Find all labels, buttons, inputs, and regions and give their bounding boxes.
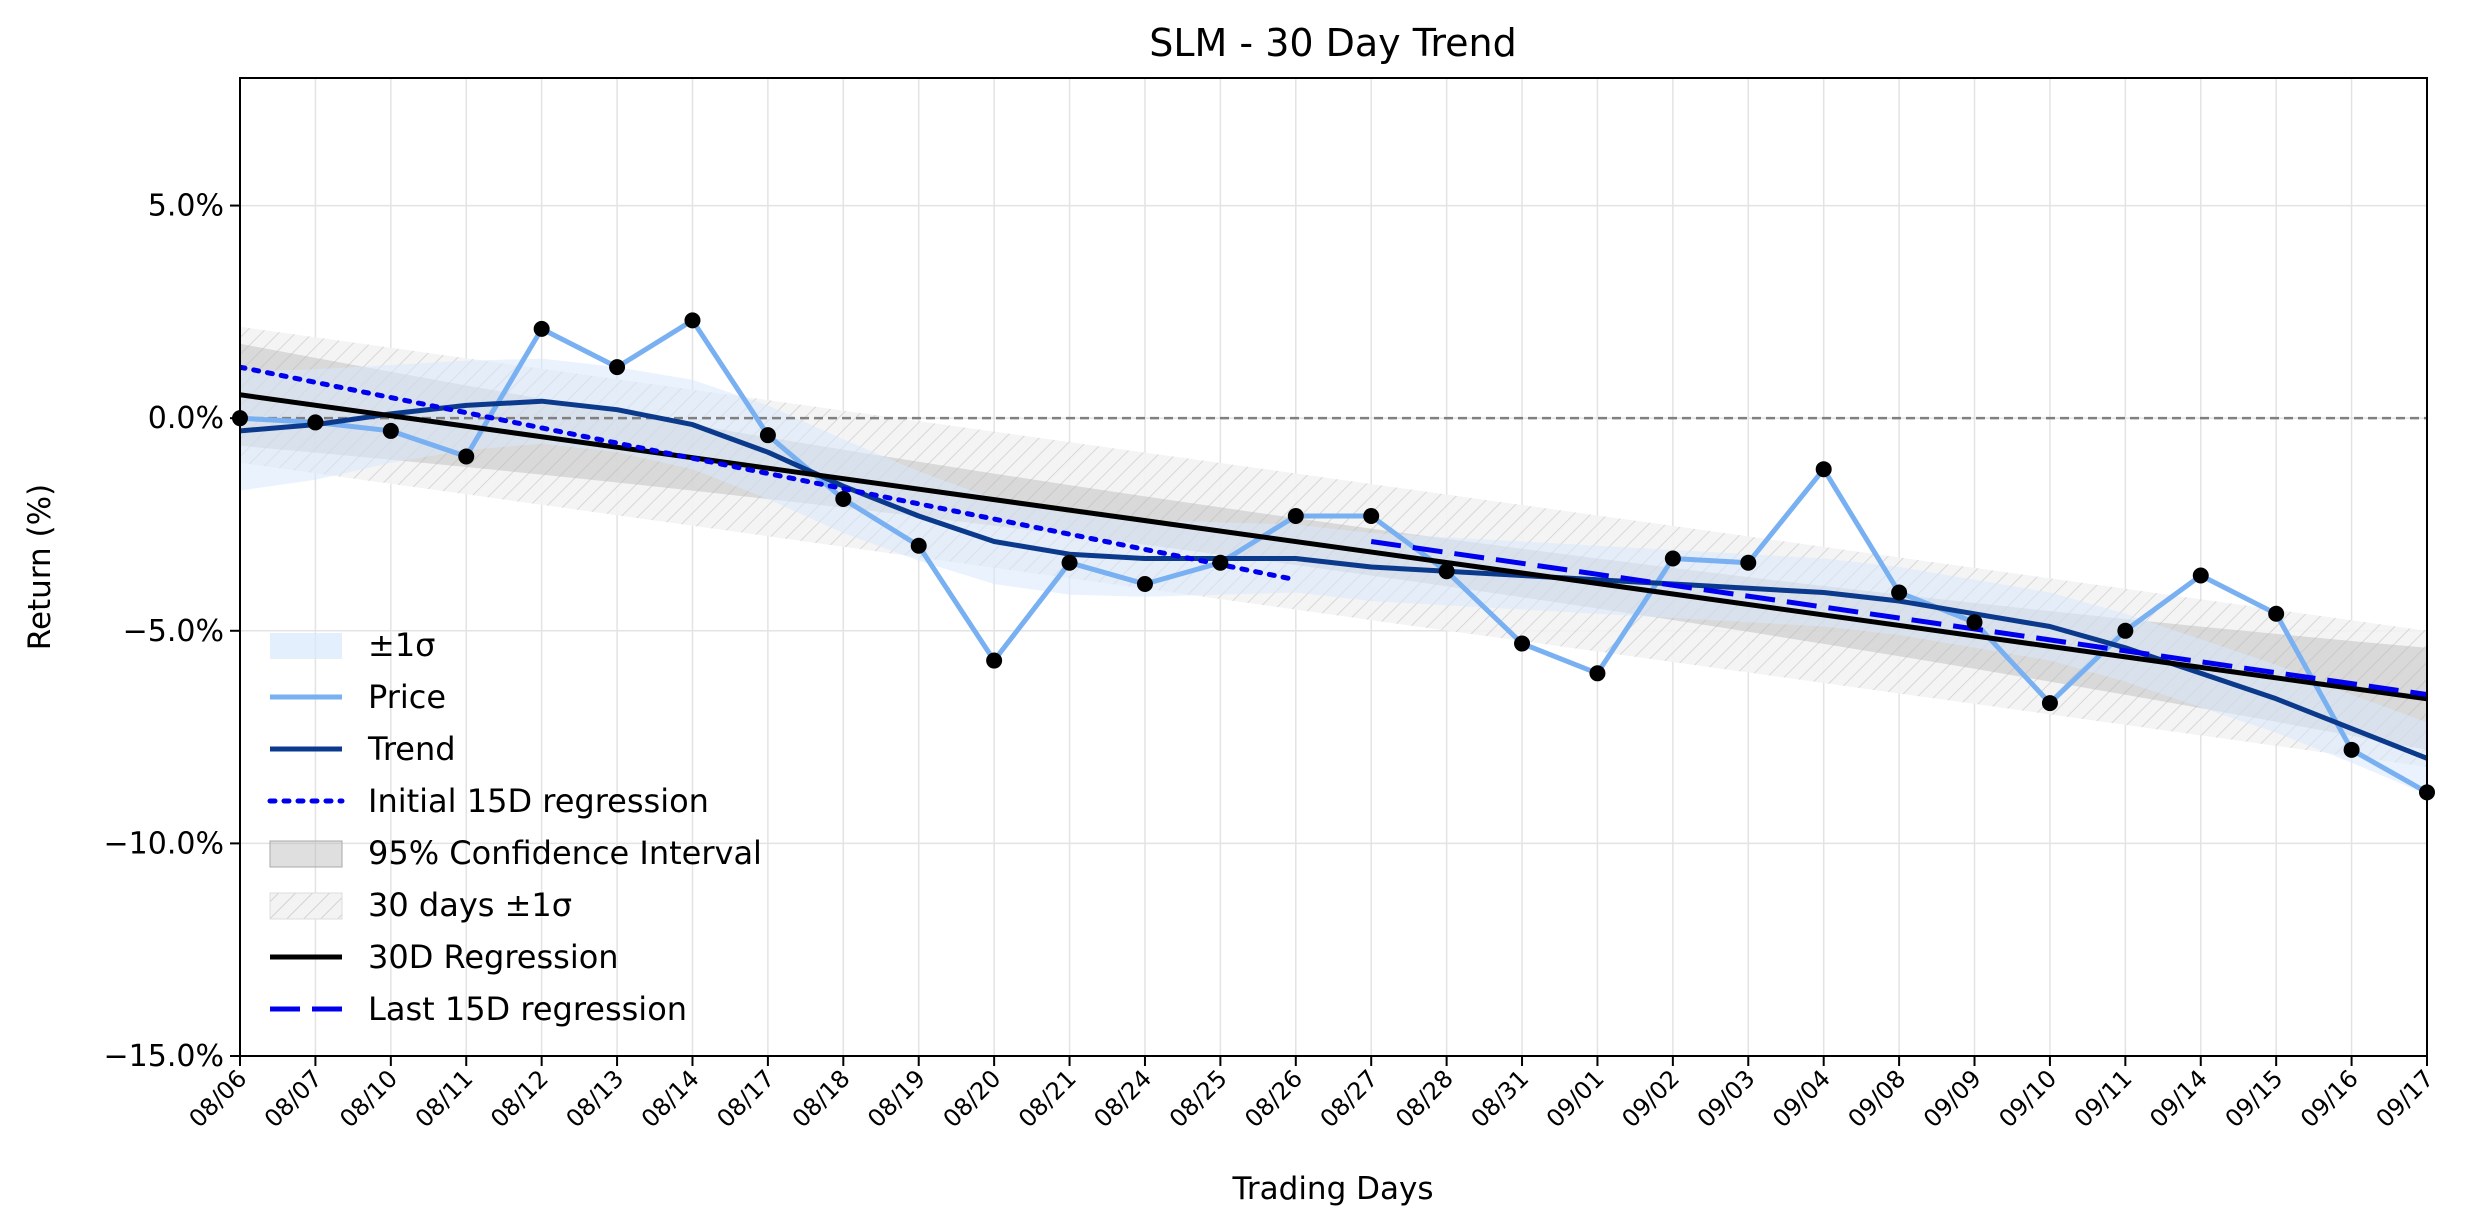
legend-swatch-30days xyxy=(269,892,343,920)
chart-title: SLM - 30 Day Trend xyxy=(1149,21,1517,65)
x-tick-label: 08/18 xyxy=(787,1064,856,1133)
price-point xyxy=(684,312,701,329)
series-initial-15d-regression xyxy=(240,364,1299,583)
x-tick-label: 08/10 xyxy=(334,1064,403,1133)
x-tick-label: 08/17 xyxy=(711,1064,780,1133)
price-point xyxy=(1212,554,1229,571)
price-point xyxy=(986,652,1003,669)
price-point xyxy=(1136,576,1153,593)
legend-item: Initial 15D regression xyxy=(267,782,709,820)
x-tick-label: 09/14 xyxy=(2144,1064,2213,1133)
price-point xyxy=(458,448,475,465)
legend-item: 95% Confidence Interval xyxy=(269,834,762,872)
price-point xyxy=(1664,550,1681,567)
series-price-line xyxy=(240,317,2427,795)
legend-item: 30 days ±1σ xyxy=(269,886,572,924)
x-tick-label: 08/13 xyxy=(561,1064,630,1133)
price-point xyxy=(1514,635,1531,652)
x-tick-label: 08/31 xyxy=(1466,1064,1535,1133)
x-tick-label: 08/24 xyxy=(1088,1064,1157,1133)
price-point xyxy=(759,427,776,444)
price-point xyxy=(1438,563,1455,580)
x-tick-label: 08/11 xyxy=(410,1064,479,1133)
band-sigma xyxy=(240,358,2427,795)
x-tick-label: 09/10 xyxy=(1993,1064,2062,1133)
price-point xyxy=(2117,622,2134,639)
legend-swatch-ci xyxy=(269,840,343,868)
x-tick-label: 08/21 xyxy=(1013,1064,1082,1133)
x-tick-label: 09/17 xyxy=(2371,1064,2440,1133)
x-tick-label: 08/19 xyxy=(862,1064,931,1133)
price-point xyxy=(835,490,852,507)
legend-label: Initial 15D regression xyxy=(368,782,709,820)
series-last-15d-regression xyxy=(1370,539,2427,698)
x-tick-label: 08/25 xyxy=(1164,1064,1233,1133)
legend-label: Price xyxy=(368,678,446,716)
x-tick-label: 09/16 xyxy=(2295,1064,2364,1133)
legend-item: ±1σ xyxy=(270,626,435,664)
legend-label: Last 15D regression xyxy=(368,990,687,1028)
y-axis-label: Return (%) xyxy=(22,484,58,650)
price-point xyxy=(1363,507,1380,524)
data-points xyxy=(232,312,2435,801)
x-tick-label: 09/11 xyxy=(2069,1064,2138,1133)
x-tick-label: 09/04 xyxy=(1767,1064,1836,1133)
x-tick-label: 09/03 xyxy=(1692,1064,1761,1133)
x-tick-label: 08/12 xyxy=(485,1064,554,1133)
price-point xyxy=(1966,614,1983,631)
price-point xyxy=(2041,695,2058,712)
legend-label: 30D Regression xyxy=(368,938,619,976)
x-tick-label: 08/14 xyxy=(636,1064,705,1133)
x-tick-label: 08/28 xyxy=(1390,1064,1459,1133)
price-point xyxy=(2343,741,2360,758)
price-point xyxy=(1815,461,1832,478)
x-axis: 08/06 08/07 08/10 08/11 08/12 08/13 08/14 08/17… xyxy=(184,1056,2440,1133)
price-point xyxy=(1061,554,1078,571)
x-tick-label: 09/09 xyxy=(1918,1064,1987,1133)
legend-item: 30D Regression xyxy=(270,938,619,976)
legend-label: 30 days ±1σ xyxy=(368,886,572,924)
price-point xyxy=(1891,584,1908,601)
y-tick-label: −10.0% xyxy=(104,826,224,861)
price-point xyxy=(2268,605,2285,622)
y-tick-label: −5.0% xyxy=(123,614,224,649)
x-tick-label: 09/02 xyxy=(1616,1064,1685,1133)
x-tick-label: 09/15 xyxy=(2220,1064,2289,1133)
price-point xyxy=(1589,665,1606,682)
x-axis-label: Trading Days xyxy=(1232,1171,1434,1207)
legend-item: Trend xyxy=(270,730,456,768)
legend-item: Last 15D regression xyxy=(270,990,687,1028)
price-point xyxy=(382,422,399,439)
price-point xyxy=(533,320,550,337)
y-tick-label: −15.0% xyxy=(104,1039,224,1074)
x-tick-label: 09/08 xyxy=(1843,1064,1912,1133)
price-point xyxy=(1287,507,1304,524)
legend-item: Price xyxy=(270,678,446,716)
x-tick-label: 08/07 xyxy=(259,1064,328,1133)
price-point xyxy=(910,537,927,554)
legend-label: ±1σ xyxy=(368,626,435,664)
y-axis: 5.0% 0.0% −5.0% −10.0% −15.0% xyxy=(104,189,240,1074)
legend-label: 95% Confidence Interval xyxy=(368,834,762,872)
x-tick-label: 08/20 xyxy=(938,1064,1007,1133)
price-point xyxy=(1740,554,1757,571)
price-point xyxy=(307,414,324,431)
price-point xyxy=(2192,567,2209,584)
x-tick-label: 09/01 xyxy=(1541,1064,1610,1133)
series-lines xyxy=(240,317,2427,795)
y-tick-label: 0.0% xyxy=(148,401,224,436)
y-tick-label: 5.0% xyxy=(148,189,224,224)
legend-label: Trend xyxy=(367,730,456,768)
price-point xyxy=(609,359,626,376)
x-tick-label: 08/26 xyxy=(1239,1064,1308,1133)
series-trend-line xyxy=(240,398,2427,761)
series-30d-regression xyxy=(240,392,2427,702)
x-tick-label: 08/27 xyxy=(1315,1064,1384,1133)
plot-frame xyxy=(239,77,2428,1057)
legend: ±1σ Price Trend Initial 15D regression 95% C… xyxy=(267,626,762,1028)
x-tick-label: 08/06 xyxy=(184,1064,253,1133)
legend-swatch-sigma xyxy=(270,633,342,659)
